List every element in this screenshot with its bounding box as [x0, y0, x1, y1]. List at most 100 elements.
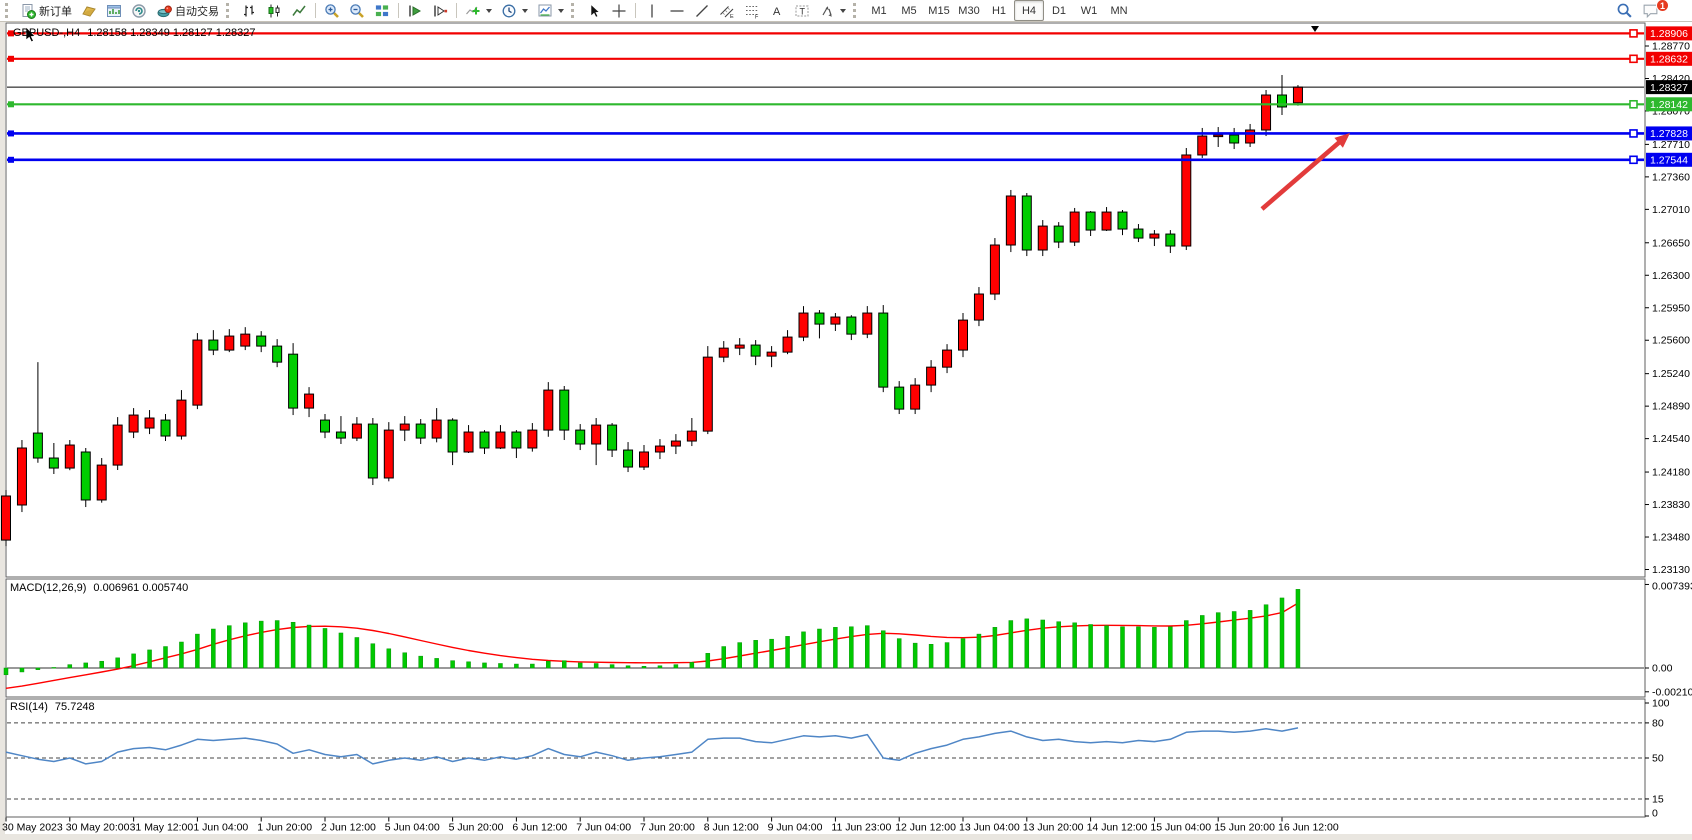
svg-text:1.26300: 1.26300 [1652, 270, 1690, 282]
svg-text:1.24180: 1.24180 [1652, 467, 1690, 479]
search-button[interactable] [1612, 0, 1637, 21]
support-line-right-handle[interactable] [1629, 155, 1638, 165]
toolbar-separator [635, 3, 636, 18]
fibonacci-icon: F [746, 5, 759, 19]
horizontal-line-objects[interactable] [7, 29, 1644, 165]
tile-windows-button[interactable] [370, 0, 394, 21]
support-line-left-handle[interactable] [8, 156, 14, 163]
fibonacci-tool[interactable]: F [740, 0, 764, 21]
svg-text:15: 15 [1652, 793, 1664, 805]
line-chart-button[interactable] [287, 0, 311, 21]
timeframe-m30-button[interactable]: M30 [958, 4, 980, 17]
toolbar-grip[interactable] [571, 3, 577, 18]
indicators-dropdown-caret[interactable] [486, 8, 492, 13]
trendline-tool[interactable] [690, 0, 714, 21]
autotrade-label: 自动交易 [175, 5, 219, 18]
timeframe-h1-button[interactable]: H1 [991, 4, 1007, 17]
vertical-line-tool[interactable] [640, 0, 664, 21]
svg-text:1.25950: 1.25950 [1652, 302, 1690, 314]
svg-text:1.25600: 1.25600 [1652, 335, 1690, 347]
bar-chart-button[interactable] [237, 0, 261, 21]
zoom-out-button[interactable] [345, 0, 369, 21]
candlesticks [1, 74, 1303, 547]
templates-button[interactable] [533, 0, 568, 21]
arrow-down-marker[interactable] [1311, 26, 1319, 32]
svg-text:1.28142: 1.28142 [1650, 99, 1688, 111]
trend-arrow-annotation[interactable] [1260, 133, 1350, 211]
resistance-line-left-handle[interactable] [8, 30, 14, 37]
zoom-in-button[interactable] [320, 0, 344, 21]
notification-badge[interactable]: 1 [1656, 0, 1669, 12]
auto-scroll-button[interactable] [403, 0, 427, 21]
templates-dropdown-caret[interactable] [558, 8, 564, 13]
svg-text:15 Jun 20:00: 15 Jun 20:00 [1214, 822, 1275, 834]
notifications-button[interactable]: 1 [1638, 0, 1669, 21]
trendline-icon [696, 4, 708, 17]
svg-text:14 Jun 12:00: 14 Jun 12:00 [1087, 822, 1148, 834]
toolbar-separator [398, 3, 399, 18]
periods-dropdown-caret[interactable] [522, 8, 528, 13]
chart-window-button[interactable] [102, 0, 126, 21]
arrows-dropdown-caret[interactable] [840, 8, 846, 13]
svg-text:13 Jun 04:00: 13 Jun 04:00 [959, 822, 1020, 834]
indicators-button[interactable] [461, 0, 496, 21]
support-line-right-handle[interactable] [1629, 129, 1638, 138]
svg-text:5 Jun 20:00: 5 Jun 20:00 [449, 822, 504, 834]
autotrade-button[interactable]: 自动交易 [152, 0, 223, 21]
new-order-button[interactable]: 新订单 [16, 0, 76, 21]
periods-button[interactable] [497, 0, 532, 21]
timeframe-m5-button[interactable]: M5 [901, 4, 917, 17]
svg-text:100: 100 [1652, 698, 1670, 710]
svg-text:1.27828: 1.27828 [1650, 128, 1688, 140]
svg-text:1.27010: 1.27010 [1652, 204, 1690, 216]
zoom-out-icon [350, 3, 364, 18]
rsi-name: RSI(14) [10, 701, 48, 713]
price-tag [1646, 97, 1692, 112]
timeframe-m1-button[interactable]: M1 [871, 4, 887, 17]
profiles-button[interactable] [77, 0, 101, 21]
arrows-tool[interactable] [815, 0, 850, 21]
main-pane [5, 22, 1646, 578]
text-tool[interactable]: A [765, 0, 789, 21]
timeframe-h4-button[interactable]: H4 [1014, 0, 1044, 21]
resistance-line-right-handle[interactable] [1629, 54, 1638, 64]
support-line-left-handle[interactable] [8, 130, 14, 137]
timeframe-d1-button[interactable]: D1 [1051, 4, 1067, 17]
toolbar-grip[interactable] [853, 3, 859, 18]
text-label-tool[interactable]: T [790, 0, 814, 21]
time-axis[interactable]: 30 May 2023 30 May 20:00 31 May 12:00 1 Jun… [2, 817, 1339, 834]
price-axis[interactable]: 1.287701.284201.280701.277101.273601.270… [1645, 41, 1690, 577]
svg-text:80: 80 [1652, 717, 1664, 729]
svg-text:1.23130: 1.23130 [1652, 564, 1690, 576]
svg-text:1.28632: 1.28632 [1650, 54, 1688, 66]
channel-icon: E [720, 5, 734, 19]
svg-text:0: 0 [1652, 808, 1658, 820]
navigator-button[interactable] [127, 0, 151, 21]
pane-frames [5, 22, 1646, 818]
support-line-left-handle[interactable] [8, 101, 14, 108]
bar-chart-icon [244, 5, 254, 16]
timeframe-mn-button[interactable]: MN [1110, 4, 1128, 17]
horizontal-line-icon [670, 9, 684, 12]
candlestick-chart-button[interactable] [262, 0, 286, 21]
cursor-tool-button[interactable] [582, 0, 606, 21]
svg-text:1.28770: 1.28770 [1652, 41, 1690, 53]
timeframe-m15-button[interactable]: M15 [928, 4, 950, 17]
price-tags: 1.28906 1.28632 1.28327 1.28142 1.27828 1.275… [1646, 26, 1692, 167]
horizontal-line-tool[interactable] [665, 0, 689, 21]
toolbar-grip[interactable] [5, 3, 11, 18]
toolbar-grip[interactable] [226, 3, 232, 18]
timeframe-w1-button[interactable]: W1 [1080, 4, 1098, 17]
macd-indicator: 0.007393 0.00 -0.002106 [5, 581, 1692, 698]
templates-icon [538, 4, 552, 16]
svg-text:1.23480: 1.23480 [1652, 532, 1690, 544]
equidistant-channel-tool[interactable]: E [715, 0, 739, 21]
crosshair-tool-button[interactable] [607, 0, 631, 21]
chart-shift-button[interactable] [428, 0, 452, 21]
support-line-right-handle[interactable] [1629, 99, 1638, 109]
svg-text:7 Jun 20:00: 7 Jun 20:00 [640, 822, 695, 834]
resistance-line-left-handle[interactable] [8, 55, 14, 62]
resistance-line-right-handle[interactable] [1629, 29, 1638, 38]
rsi-pane-label: RSI(14) 75.7248 [10, 701, 95, 713]
